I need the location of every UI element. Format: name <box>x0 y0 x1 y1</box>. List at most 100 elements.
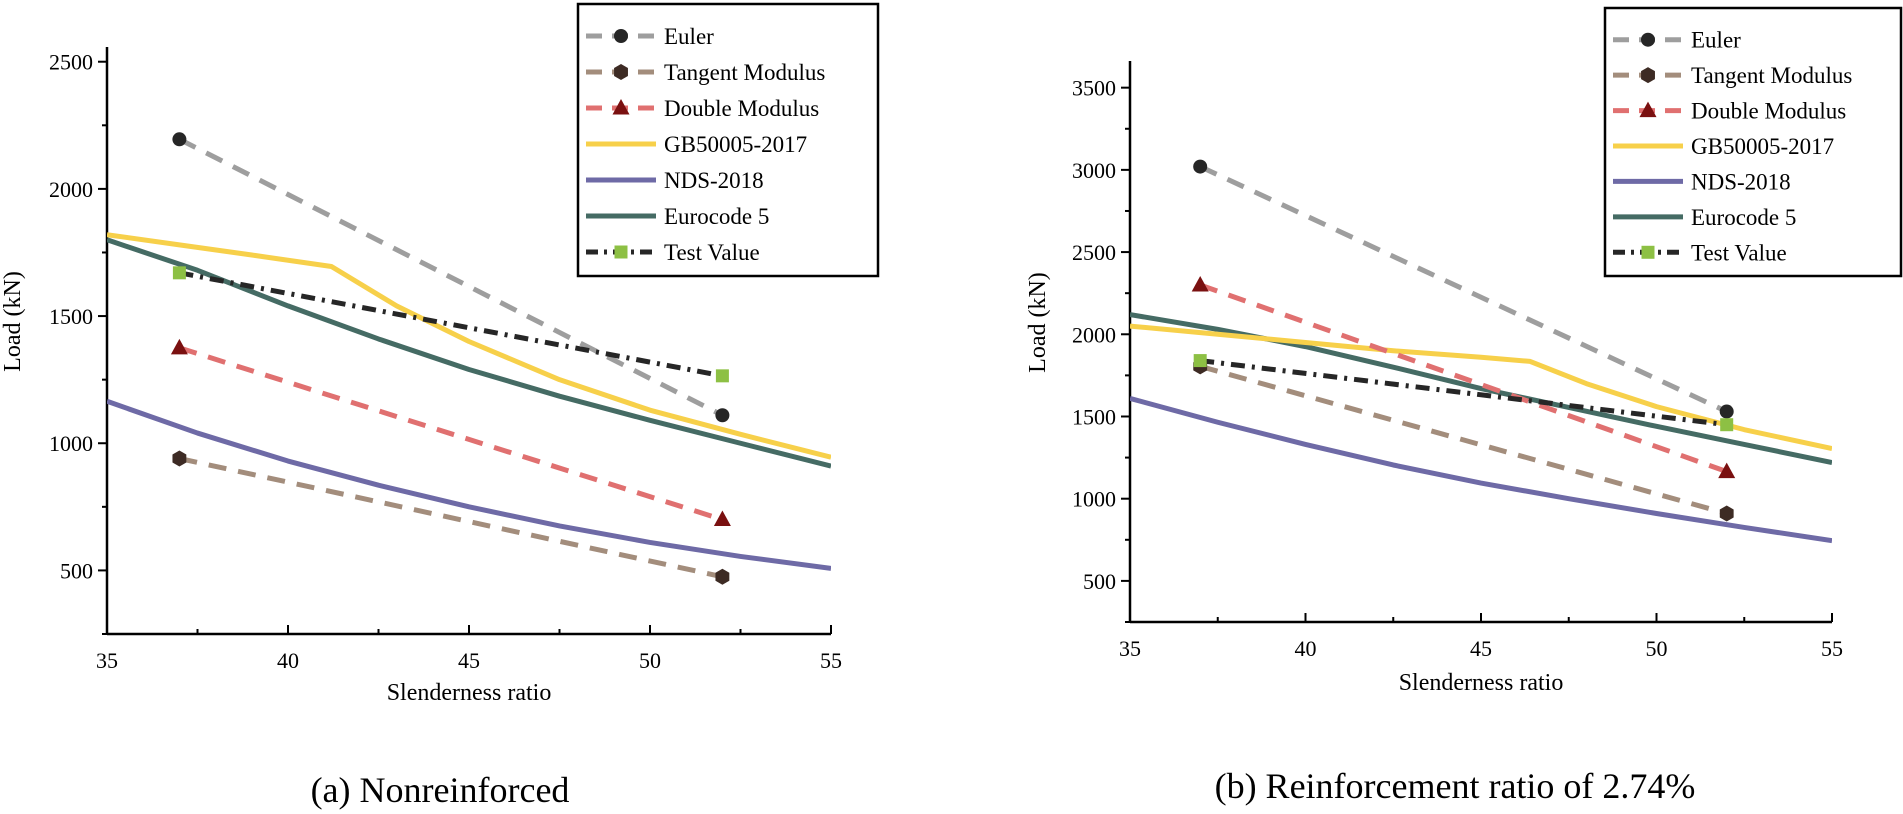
series-line-euler <box>1199 164 1728 414</box>
legend-marker-euler <box>614 29 628 43</box>
legend-item-nds: NDS-2018 <box>586 168 764 193</box>
data-point-double <box>1191 275 1209 292</box>
series-line-test <box>178 270 723 379</box>
data-point-double <box>1718 462 1736 479</box>
y-tick-label: 2000 <box>49 177 93 202</box>
legend-label: Double Modulus <box>1691 99 1846 124</box>
legend-item-double: Double Modulus <box>586 96 819 121</box>
legend-marker-tangent <box>1641 67 1655 84</box>
legend-label: Tangent Modulus <box>1691 63 1852 88</box>
data-point-test <box>1720 418 1734 432</box>
x-tick-label: 40 <box>1295 636 1317 661</box>
y-tick-label: 2000 <box>1072 322 1116 347</box>
legend-item-gb: GB50005-2017 <box>586 132 807 157</box>
legend-label: GB50005-2017 <box>664 132 807 157</box>
data-point-test <box>172 266 186 280</box>
legend-item-double: Double Modulus <box>1613 99 1846 124</box>
x-tick-label: 50 <box>639 648 661 673</box>
axes: 35 40 45 50 55 500 1000 1500 2000 2500 3000 3500 Sle… <box>1025 61 1843 696</box>
data-point-euler <box>1193 159 1208 174</box>
series-group <box>1130 164 1832 544</box>
data-point-euler <box>1719 404 1734 419</box>
y-tick-label: 1000 <box>49 431 93 456</box>
data-point-tangent <box>715 568 730 585</box>
legend-item-tangent: Tangent Modulus <box>586 60 825 85</box>
legend-label: Tangent Modulus <box>664 60 825 85</box>
legend-label: Euler <box>664 24 714 49</box>
legend-item-test: Test Value <box>586 240 760 265</box>
series-line-nds <box>1130 395 1832 544</box>
x-tick-label: 40 <box>277 648 299 673</box>
x-tick-label: 55 <box>820 648 842 673</box>
y-tick-label: 3000 <box>1072 158 1116 183</box>
series-line-ec5 <box>107 237 831 469</box>
y-tick-label: 1500 <box>1072 404 1116 429</box>
y-axis-title: Load (kN) <box>0 271 26 372</box>
data-point-tangent <box>1719 505 1734 522</box>
series-line-gb <box>107 232 831 460</box>
y-tick-label: 1000 <box>1072 487 1116 512</box>
series-line-test <box>1199 358 1728 428</box>
panel-caption: (a) Nonreinforced <box>311 770 570 810</box>
legend-marker-test <box>614 245 628 259</box>
legend-marker-test <box>1641 245 1655 259</box>
legend-label: Test Value <box>1691 240 1787 265</box>
legend-label: GB50005-2017 <box>1691 134 1834 159</box>
legend: Euler Tangent Modulus Double Modulus GB5000… <box>576 2 880 278</box>
legend: Euler Tangent Modulus Double Modulus GB5000… <box>1603 6 1903 278</box>
legend-item-test: Test Value <box>1613 240 1787 265</box>
x-tick-label: 45 <box>1470 636 1492 661</box>
x-axis-title: Slenderness ratio <box>387 680 552 706</box>
legend-label: Euler <box>1691 28 1741 53</box>
x-tick-label: 35 <box>1119 636 1141 661</box>
legend-marker-double <box>1639 101 1657 118</box>
legend-label: NDS-2018 <box>1691 169 1791 194</box>
series-group <box>107 137 831 580</box>
legend-label: Eurocode 5 <box>1691 205 1796 230</box>
data-point-test <box>715 369 729 383</box>
legend-label: NDS-2018 <box>664 168 764 193</box>
x-tick-label: 35 <box>96 648 118 673</box>
x-axis-title: Slenderness ratio <box>1399 670 1564 696</box>
y-tick-label: 3500 <box>1072 76 1116 101</box>
legend-label: Double Modulus <box>664 96 819 121</box>
legend-item-euler: Euler <box>1613 28 1741 53</box>
series-line-double <box>178 345 724 522</box>
series-line-gb <box>1130 323 1832 451</box>
legend-marker-tangent <box>614 64 628 80</box>
series-line-nds <box>107 398 831 571</box>
chart-panel-a: 35 40 45 50 55 500 1000 1500 2000 2500 Slenderness… <box>0 2 880 810</box>
y-tick-label: 500 <box>60 558 93 583</box>
series-line-tangent <box>1199 363 1728 516</box>
x-tick-label: 50 <box>1646 636 1668 661</box>
y-tick-label: 2500 <box>1072 240 1116 265</box>
x-tick-label: 45 <box>458 648 480 673</box>
series-line-tangent <box>178 456 723 580</box>
data-point-double <box>170 338 188 355</box>
chart-panel-b: 35 40 45 50 55 500 1000 1500 2000 2500 3000 3500 Sle… <box>1025 6 1903 806</box>
y-axis-title: Load (kN) <box>1025 272 1051 373</box>
panel-caption: (b) Reinforcement ratio of 2.74% <box>1215 766 1696 806</box>
legend-item-nds: NDS-2018 <box>1613 169 1791 194</box>
legend-label: Test Value <box>664 240 760 265</box>
legend-box <box>576 2 880 278</box>
axes: 35 40 45 50 55 500 1000 1500 2000 2500 Slenderness… <box>0 47 842 706</box>
legend-item-ec5: Eurocode 5 <box>1613 205 1796 230</box>
legend-item-ec5: Eurocode 5 <box>586 204 769 229</box>
data-point-tangent <box>172 450 187 467</box>
series-line-euler <box>178 137 724 418</box>
legend-marker-euler <box>1641 32 1655 47</box>
data-point-test <box>1193 354 1207 368</box>
data-point-double <box>713 510 731 527</box>
y-tick-label: 500 <box>1083 569 1116 594</box>
x-tick-label: 55 <box>1821 636 1843 661</box>
legend-marker-double <box>612 99 630 115</box>
series-line-double <box>1199 282 1728 474</box>
legend-item-gb: GB50005-2017 <box>1613 134 1834 159</box>
data-point-euler <box>172 132 187 147</box>
y-tick-label: 1500 <box>49 304 93 329</box>
y-tick-label: 2500 <box>49 50 93 75</box>
data-point-euler <box>715 408 730 423</box>
legend-box <box>1603 6 1903 278</box>
